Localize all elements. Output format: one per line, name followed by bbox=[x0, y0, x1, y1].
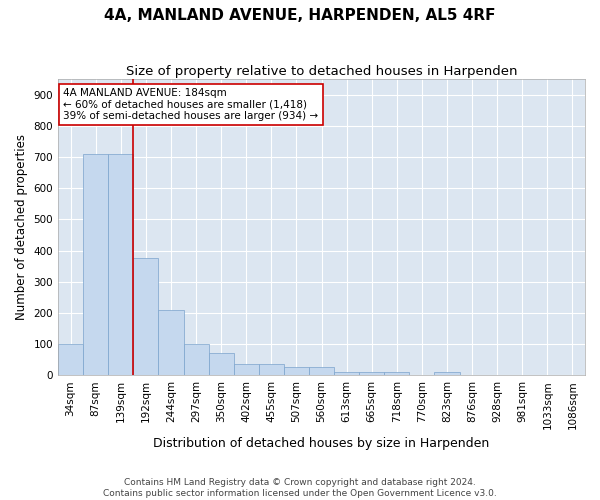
Bar bbox=[384, 372, 409, 375]
Bar bbox=[158, 310, 184, 375]
Text: 4A MANLAND AVENUE: 184sqm
← 60% of detached houses are smaller (1,418)
39% of se: 4A MANLAND AVENUE: 184sqm ← 60% of detac… bbox=[64, 88, 319, 121]
Y-axis label: Number of detached properties: Number of detached properties bbox=[15, 134, 28, 320]
Bar bbox=[83, 154, 108, 375]
Bar bbox=[434, 372, 460, 375]
Text: 4A, MANLAND AVENUE, HARPENDEN, AL5 4RF: 4A, MANLAND AVENUE, HARPENDEN, AL5 4RF bbox=[104, 8, 496, 22]
Bar bbox=[209, 354, 233, 375]
Bar bbox=[334, 372, 359, 375]
Bar bbox=[133, 258, 158, 375]
Bar bbox=[259, 364, 284, 375]
Title: Size of property relative to detached houses in Harpenden: Size of property relative to detached ho… bbox=[126, 65, 517, 78]
Bar bbox=[284, 368, 309, 375]
Bar bbox=[184, 344, 209, 375]
X-axis label: Distribution of detached houses by size in Harpenden: Distribution of detached houses by size … bbox=[154, 437, 490, 450]
Bar bbox=[58, 344, 83, 375]
Bar bbox=[359, 372, 384, 375]
Text: Contains HM Land Registry data © Crown copyright and database right 2024.
Contai: Contains HM Land Registry data © Crown c… bbox=[103, 478, 497, 498]
Bar bbox=[233, 364, 259, 375]
Bar bbox=[108, 154, 133, 375]
Bar bbox=[309, 368, 334, 375]
